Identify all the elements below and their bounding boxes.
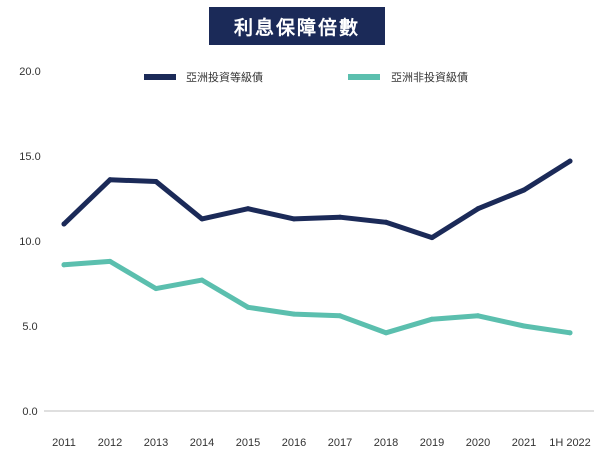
data-point-1-1: [107, 258, 113, 264]
data-point-1-4: [245, 304, 251, 310]
y-tick-label: 5.0: [22, 321, 37, 333]
data-point-1-5: [291, 311, 297, 317]
x-tick-label: 2014: [190, 437, 214, 449]
data-point-0-10: [521, 187, 527, 193]
data-point-1-2: [153, 286, 159, 292]
y-tick-label: 10.0: [19, 236, 40, 248]
data-point-1-8: [429, 316, 435, 322]
data-point-0-3: [199, 216, 205, 222]
data-point-0-6: [337, 214, 343, 220]
data-point-1-7: [383, 330, 389, 336]
y-tick-label: 15.0: [19, 151, 40, 163]
data-point-0-2: [153, 179, 159, 184]
x-tick-label: 2011: [52, 437, 76, 449]
legend: 亞洲投資等級債 亞洲非投資級債: [144, 70, 468, 84]
data-point-0-11: [567, 158, 573, 164]
x-tick-label: 2015: [236, 437, 260, 449]
data-point-1-11: [567, 330, 573, 336]
x-tick-label: 2018: [374, 437, 398, 449]
legend-label-0: 亞洲投資等級債: [186, 70, 263, 84]
series-line-1: [61, 258, 573, 336]
data-point-1-9: [475, 313, 481, 319]
legend-label-1: 亞洲非投資級債: [391, 70, 468, 84]
data-point-0-7: [383, 219, 389, 225]
data-point-0-5: [291, 216, 297, 222]
x-tick-label: 2020: [466, 437, 490, 449]
chart-title: 利息保障倍數: [209, 7, 385, 45]
data-point-0-1: [107, 177, 113, 183]
y-tick-label: 0.0: [22, 406, 37, 418]
data-point-1-0: [61, 262, 67, 268]
x-tick-label: 2016: [282, 437, 306, 449]
x-tick-label: 1H 2022: [549, 437, 591, 449]
x-axis: 2011 2012 2013 2014 2015 2016 2017 2018 2019 2020…: [52, 437, 591, 449]
data-point-0-9: [475, 206, 481, 212]
x-tick-label: 2021: [512, 437, 536, 449]
x-tick-label: 2019: [420, 437, 444, 449]
data-point-1-10: [521, 323, 527, 329]
data-point-0-0: [61, 221, 67, 227]
data-point-0-8: [429, 235, 435, 241]
y-axis: 0.0 5.0 10.0 15.0 20.0: [19, 66, 40, 418]
series-line-0: [61, 158, 573, 241]
x-tick-label: 2017: [328, 437, 352, 449]
y-tick-label: 20.0: [19, 66, 40, 78]
data-point-1-3: [199, 277, 205, 283]
data-point-0-4: [245, 206, 251, 212]
series-layer: [61, 158, 573, 336]
x-tick-label: 2012: [98, 437, 122, 449]
data-point-1-6: [337, 313, 343, 319]
x-tick-label: 2013: [144, 437, 168, 449]
